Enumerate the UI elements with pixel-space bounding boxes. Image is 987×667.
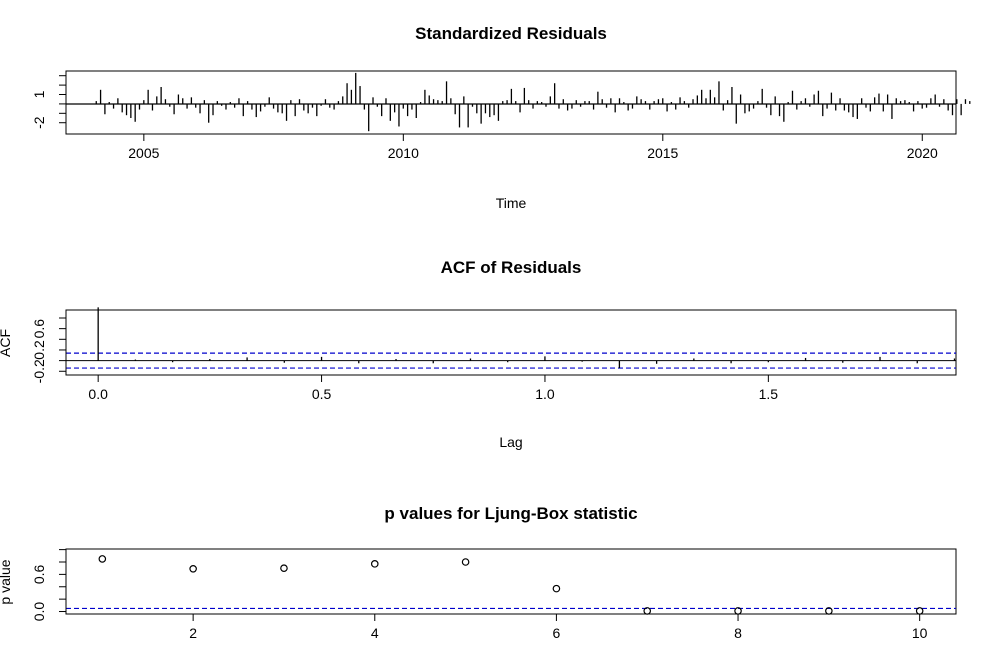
residuals-x-label: Time (496, 195, 527, 211)
residuals-bars (95, 72, 971, 132)
x-tick-label: 1.5 (759, 386, 779, 402)
panel-acf: ACF of Residuals 0.0 0.5 1.0 1.5 -0.20.20.6… (0, 258, 957, 450)
residuals-x-axis: 2005 2010 2015 2020 (128, 133, 938, 161)
residuals-title: Standardized Residuals (415, 24, 607, 43)
ljung-box-plot-frame (65, 548, 957, 615)
x-tick-label: 8 (734, 625, 742, 641)
acf-x-axis: 0.0 0.5 1.0 1.5 (88, 374, 779, 402)
ljung-box-y-axis: 0.0 0.6 (31, 549, 67, 622)
p-value-point (915, 607, 924, 615)
acf-plot-frame (65, 309, 957, 376)
y-tick-label: 1 (31, 90, 47, 98)
x-tick-label: 2020 (907, 145, 938, 161)
acf-y-axis: -0.20.20.6 (31, 317, 67, 383)
panel-standardized-residuals: Standardized Residuals 2005 2010 2015 2020 … (31, 24, 971, 211)
x-tick-label: 2 (189, 625, 197, 641)
acf-x-label: Lag (499, 434, 522, 450)
panel-ljung-box: p values for Ljung-Box statistic 2 4 6 8 10 … (0, 504, 957, 641)
acf-title: ACF of Residuals (441, 258, 582, 277)
p-value-point (370, 560, 379, 568)
residuals-y-axis: -2 1 (31, 75, 67, 129)
acf-y-label: ACF (0, 329, 13, 357)
x-tick-label: 0.0 (88, 386, 108, 402)
x-tick-label: 6 (553, 625, 561, 641)
y-tick-label: -2 (31, 116, 47, 129)
y-tick-label: -0.2 (31, 359, 47, 383)
x-tick-label: 2015 (647, 145, 678, 161)
x-tick-label: 10 (912, 625, 928, 641)
ljung-box-points (66, 555, 956, 615)
p-value-point (552, 584, 561, 593)
x-tick-label: 1.0 (535, 386, 555, 402)
acf-bars (66, 307, 956, 369)
p-value-point (461, 558, 470, 566)
x-tick-label: 2010 (388, 145, 419, 161)
ljung-box-y-label: p value (0, 559, 13, 604)
y-tick-label: 0.2 (31, 340, 47, 360)
ljung-box-title: p values for Ljung-Box statistic (384, 504, 637, 523)
x-tick-label: 4 (371, 625, 379, 641)
p-value-point (280, 564, 288, 572)
y-tick-label: 0.6 (31, 564, 47, 584)
y-tick-label: 0.6 (31, 319, 47, 339)
p-value-point (189, 565, 197, 573)
p-value-point (643, 607, 652, 615)
y-tick-label: 0.0 (31, 602, 47, 622)
ljung-box-x-axis: 2 4 6 8 10 (189, 613, 928, 641)
x-tick-label: 0.5 (312, 386, 332, 402)
x-tick-label: 2005 (128, 145, 159, 161)
p-value-point (98, 555, 107, 563)
